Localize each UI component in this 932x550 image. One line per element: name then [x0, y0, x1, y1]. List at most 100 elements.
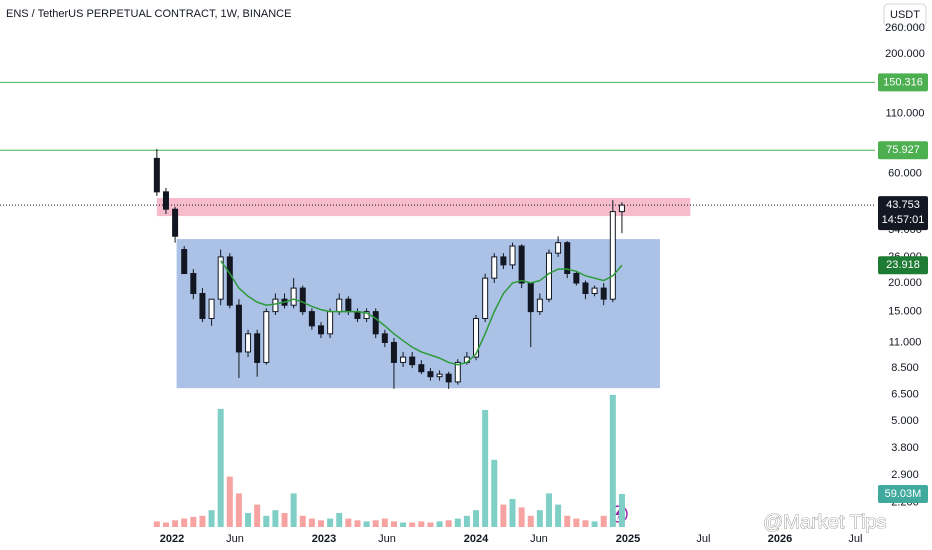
price-line-badge-bg — [878, 73, 928, 92]
candle-body — [418, 364, 425, 373]
volume-bar — [445, 520, 452, 527]
moving-average — [220, 260, 623, 366]
candle-body — [454, 361, 461, 383]
last-price-badge-bg — [878, 196, 928, 231]
x-tick-label: 2024 — [464, 533, 489, 545]
candle-body — [436, 373, 443, 378]
volume-bar — [327, 518, 334, 527]
volume-bar — [199, 515, 206, 527]
y-tick-label: 6.500 — [891, 389, 919, 401]
volume-bar — [609, 394, 616, 527]
y-tick-label: 60.000 — [888, 168, 922, 180]
volume-bar — [263, 515, 270, 527]
volume-bar — [245, 513, 252, 527]
volume-bar — [545, 493, 552, 527]
x-tick-label: 2025 — [616, 533, 640, 545]
candle-body — [190, 273, 197, 294]
x-tick-label: Jul — [696, 533, 710, 545]
candle-body — [555, 242, 562, 254]
candle-body — [527, 282, 534, 313]
candle-body — [181, 249, 188, 275]
candle-body — [299, 287, 306, 313]
y-tick-label: 110.000 — [886, 107, 925, 119]
volume-bar — [400, 522, 407, 527]
candle-body — [217, 256, 224, 300]
candle-body — [427, 371, 434, 378]
volume-bar — [290, 493, 297, 527]
volume-bar — [463, 515, 470, 527]
y-tick-label: 2.900 — [891, 469, 919, 481]
zone — [176, 239, 660, 389]
candle-body — [545, 252, 552, 300]
volume-bar — [500, 504, 507, 527]
volume-bar — [281, 513, 288, 527]
candle-body — [618, 204, 625, 213]
candle-body — [445, 373, 452, 383]
x-tick-label: 2026 — [768, 533, 792, 545]
candle-body — [345, 298, 352, 313]
volume-bar — [345, 518, 352, 527]
candle-body — [509, 245, 516, 266]
candle-body — [609, 211, 616, 300]
volume-bar — [235, 493, 242, 527]
x-tick-label: Jun — [530, 533, 548, 545]
volume-bar — [555, 504, 562, 527]
volume-bar — [272, 510, 279, 527]
volume-badge: 59.03M — [885, 488, 922, 500]
last-price-badge: 43.753 — [886, 199, 920, 211]
candle-body — [518, 245, 525, 284]
volume-bar — [336, 513, 343, 527]
volume-bar — [582, 520, 589, 527]
y-tick-label: 8.500 — [891, 362, 919, 374]
volume-bar — [473, 510, 480, 527]
candle-body — [573, 273, 580, 284]
candle-body — [491, 256, 498, 279]
candle-body — [372, 311, 379, 335]
volume-bar — [299, 515, 306, 527]
candle-body — [591, 287, 598, 294]
x-tick-label: Jun — [378, 533, 396, 545]
volume-bar — [372, 520, 379, 527]
volume-bar — [226, 476, 233, 527]
countdown: 14:57:01 — [882, 214, 925, 226]
volume-bar — [454, 518, 461, 527]
x-tick-label: 2023 — [312, 533, 336, 545]
currency-label[interactable]: USDT — [890, 9, 920, 21]
volume-bar — [217, 408, 224, 527]
volume-bar — [409, 522, 416, 527]
volume-bar — [527, 515, 534, 527]
candle-body — [272, 298, 279, 313]
volume-badge-bg — [878, 484, 928, 503]
watermark: @Market Tips — [763, 511, 887, 533]
candle-body — [254, 333, 261, 363]
currency-button[interactable] — [883, 3, 927, 27]
volume-bar — [591, 521, 598, 527]
volume-bar — [363, 521, 370, 527]
volume-bar — [618, 493, 625, 527]
volume-bar — [162, 522, 169, 527]
candle-body — [172, 208, 179, 237]
volume-bar — [254, 504, 261, 527]
candle-body — [409, 356, 416, 366]
volume-bar — [354, 520, 361, 527]
volume-bar — [390, 521, 397, 527]
candle-body — [290, 287, 297, 306]
volume-bar — [318, 520, 325, 527]
volume-bar — [509, 499, 516, 527]
price-line-badge-bg — [878, 141, 928, 160]
volume-bar — [427, 522, 434, 527]
ma-badge: 23.918 — [886, 259, 920, 271]
volume-bar — [491, 459, 498, 527]
volume-bar — [418, 521, 425, 527]
volume-bar — [172, 520, 179, 527]
volume-bar — [181, 518, 188, 527]
candle-body — [582, 282, 589, 294]
candle-body — [600, 287, 607, 300]
y-tick-label: 260.000 — [885, 22, 925, 34]
ma-badge-bg — [878, 256, 928, 275]
volume-bar — [536, 510, 543, 527]
candle-body — [199, 292, 206, 319]
candle-body — [235, 304, 242, 353]
candle-body — [500, 256, 507, 266]
